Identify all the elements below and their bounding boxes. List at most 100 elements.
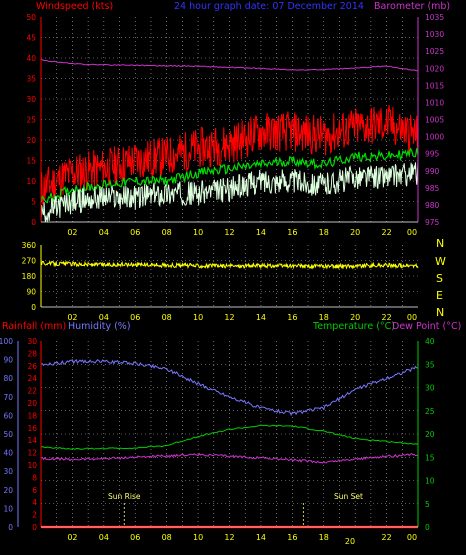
x-tick-label: 02	[67, 313, 77, 322]
rainfall-tick-label: 10	[27, 461, 37, 470]
rainfall-tick-label: 4	[32, 498, 37, 507]
barometer-tick-label: 990	[425, 167, 440, 176]
x-tick-label: 12	[224, 533, 234, 542]
rainfall-tick-label: 6	[32, 486, 37, 495]
x-tick-label: 14	[256, 313, 266, 322]
barometer-series	[40, 59, 419, 72]
humidity-tick-label: 20	[3, 486, 13, 495]
wind-lull-series	[40, 161, 419, 223]
x-tick-label: 16	[287, 313, 297, 322]
x-tick-label: 16	[287, 228, 297, 237]
barometer-tick-label: 1015	[425, 81, 444, 90]
rainfall-tick-label: 0	[32, 523, 37, 532]
rainfall-tick-label: 2	[32, 511, 37, 520]
x-tick-label: 18	[319, 313, 329, 322]
rainfall-tick-label: 8	[32, 473, 37, 482]
x-tick-label: 04	[99, 533, 109, 542]
wind-direction-tick-label: 270	[22, 257, 37, 266]
rainfall-tick-label: 14	[27, 436, 37, 445]
humidity-tick-label: 60	[3, 411, 13, 420]
x-tick-label: 12	[224, 313, 234, 322]
windspeed-tick-label: 30	[26, 95, 36, 104]
temperature-axis-title: Temperature (°C)	[312, 321, 395, 332]
humidity-tick-label: 90	[3, 356, 13, 365]
rainfall-axis-title: Rainfall (mm)	[2, 321, 66, 332]
windspeed-tick-label: 35	[26, 75, 36, 84]
sun-set-label: Sun Set	[334, 492, 363, 501]
barometer-tick-label: 985	[425, 184, 440, 193]
x-tick-label: 06	[130, 533, 140, 542]
x-tick-label: 00	[407, 313, 417, 322]
barometer-tick-label: 1020	[425, 64, 444, 73]
temperature-tick-label: 15	[425, 453, 435, 462]
compass-letter: S	[436, 272, 443, 285]
x-tick-label: 22	[381, 533, 391, 542]
x-tick-extra: 20	[345, 537, 355, 546]
x-tick-label: 20	[350, 313, 360, 322]
temperature-tick-label: 20	[425, 430, 435, 439]
sun-rise-label: Sun Rise	[108, 492, 141, 501]
x-tick-label: 20	[350, 228, 360, 237]
wind-direction-tick-label: 90	[26, 288, 36, 297]
windspeed-tick-label: 40	[26, 54, 36, 63]
barometer-tick-label: 980	[425, 201, 440, 210]
windspeed-tick-label: 45	[26, 34, 36, 43]
temperature-tick-label: 35	[425, 360, 435, 369]
x-tick-label: 02	[67, 533, 77, 542]
barometer-tick-label: 975	[425, 218, 440, 227]
wind-direction-series	[40, 260, 419, 270]
temperature-tick-label: 30	[425, 384, 435, 393]
rainfall-tick-label: 30	[27, 337, 37, 346]
humidity-tick-label: 40	[3, 449, 13, 458]
rainfall-tick-label: 22	[27, 387, 37, 396]
temperature-tick-label: 0	[425, 523, 430, 532]
humidity-tick-label: 30	[3, 467, 13, 476]
windspeed-tick-label: 15	[26, 157, 36, 166]
x-tick-label: 04	[99, 228, 109, 237]
rainfall-tick-label: 18	[27, 411, 37, 420]
x-tick-label: 06	[130, 313, 140, 322]
temperature-tick-label: 5	[425, 500, 430, 509]
x-tick-label: 04	[99, 313, 109, 322]
wind-average-series	[40, 147, 419, 204]
x-tick-label: 08	[162, 533, 172, 542]
barometer-axis-title: Barometer (mb)	[374, 1, 450, 12]
barometer-tick-label: 1005	[425, 116, 444, 125]
x-tick-label: 02	[67, 228, 77, 237]
x-tick-label: 16	[287, 533, 297, 542]
rainfall-tick-label: 28	[27, 349, 37, 358]
x-tick-label: 12	[224, 228, 234, 237]
graph-date-title: 24 hour graph date: 07 December 2014	[174, 1, 364, 12]
x-tick-label: 14	[256, 228, 266, 237]
wind-direction-tick-label: 0	[31, 303, 36, 312]
humidity-tick-label: 70	[3, 393, 13, 402]
compass-letter: W	[435, 255, 446, 268]
windspeed-axis-title: Windspeed (kts)	[36, 1, 113, 12]
temperature-series	[40, 424, 419, 450]
wind-direction-tick-label: 360	[22, 241, 37, 250]
x-tick-label: 10	[193, 228, 203, 237]
x-tick-label: 18	[319, 228, 329, 237]
compass-letter: N	[436, 237, 444, 250]
humidity-axis-title: Humidity (%)	[68, 321, 131, 332]
humidity-tick-label: 100	[0, 337, 13, 346]
grid-layer	[41, 17, 418, 527]
rainfall-tick-label: 16	[27, 424, 37, 433]
frame-layer	[17, 17, 419, 528]
windspeed-tick-label: 5	[31, 198, 36, 207]
compass-letter: E	[436, 289, 443, 302]
x-tick-label: 18	[319, 533, 329, 542]
wind-direction-tick-label: 180	[22, 272, 37, 281]
x-tick-label: 14	[256, 533, 266, 542]
humidity-tick-label: 10	[3, 504, 13, 513]
barometer-tick-label: 1025	[425, 47, 444, 56]
humidity-tick-label: 0	[8, 523, 13, 532]
windspeed-series	[40, 104, 419, 205]
x-tick-label: 06	[130, 228, 140, 237]
windspeed-tick-label: 20	[26, 136, 36, 145]
compass-letter: N	[436, 306, 444, 319]
barometer-tick-label: 1000	[425, 133, 444, 142]
temperature-tick-label: 10	[425, 477, 435, 486]
